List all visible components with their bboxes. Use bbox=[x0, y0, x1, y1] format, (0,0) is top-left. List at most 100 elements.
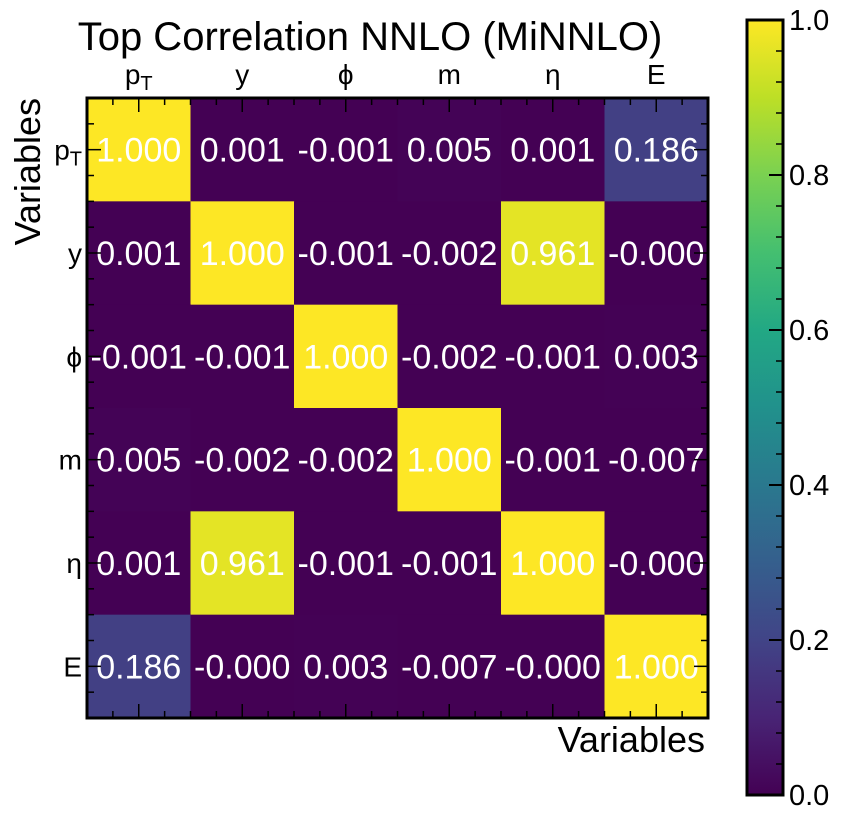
heatmap-cell bbox=[294, 408, 398, 512]
cell-value-label: -0.000 bbox=[608, 545, 704, 583]
cell-value-label: -0.002 bbox=[401, 338, 497, 376]
heatmap-cell bbox=[294, 614, 398, 719]
cell-value-label: -0.007 bbox=[401, 648, 497, 686]
heatmap-cell bbox=[604, 304, 709, 409]
x-tick-label: ϕ bbox=[338, 59, 354, 90]
heatmap-cell bbox=[501, 408, 605, 512]
cell-value-label: 0.001 bbox=[96, 235, 181, 273]
heatmap-cells bbox=[87, 98, 709, 719]
cell-value-label: 1.000 bbox=[96, 132, 181, 170]
y-tick-label: m bbox=[59, 445, 82, 476]
cell-value-label: -0.002 bbox=[194, 442, 290, 480]
colorbar-tick-label: 1.0 bbox=[789, 5, 829, 37]
cell-value-label: 1.000 bbox=[614, 648, 699, 686]
heatmap-cell bbox=[190, 614, 295, 719]
cell-value-label: -0.001 bbox=[505, 442, 601, 480]
y-tick-label: E bbox=[63, 651, 82, 682]
heatmap-cell bbox=[87, 511, 191, 616]
cell-value-label: -0.001 bbox=[298, 545, 394, 583]
cell-value-label: 0.001 bbox=[200, 132, 285, 170]
heatmap-cell bbox=[397, 304, 502, 409]
heatmap-cell bbox=[397, 408, 502, 512]
y-tick-label: y bbox=[68, 238, 82, 269]
heatmap-cell bbox=[190, 408, 295, 512]
cell-value-label: -0.007 bbox=[608, 442, 704, 480]
heatmap-cell bbox=[190, 98, 295, 202]
cell-value-label: -0.002 bbox=[298, 442, 394, 480]
cell-value-label: 0.001 bbox=[96, 545, 181, 583]
heatmap-cell bbox=[190, 201, 295, 306]
x-tick-label: E bbox=[647, 59, 666, 90]
heatmap-cell bbox=[604, 201, 709, 306]
cell-value-label: -0.000 bbox=[608, 235, 704, 273]
y-tick-labels: pT y ϕ m η E bbox=[54, 135, 82, 683]
cell-value-label: -0.001 bbox=[91, 338, 187, 376]
heatmap-cell bbox=[397, 614, 502, 719]
cell-value-label: 1.000 bbox=[200, 235, 285, 273]
heatmap-cell bbox=[501, 98, 605, 202]
x-tick-label: pT bbox=[125, 59, 153, 95]
heatmap-cell bbox=[397, 201, 502, 306]
y-tick-label: η bbox=[66, 548, 82, 579]
heatmap-cell bbox=[604, 614, 709, 719]
heatmap-cell bbox=[501, 614, 605, 719]
colorbar-tick-label: 0.2 bbox=[789, 625, 829, 657]
y-tick-label: ϕ bbox=[66, 341, 82, 372]
y-axis-title: Variables bbox=[7, 98, 48, 245]
x-axis-title: Variables bbox=[558, 719, 705, 760]
heatmap-cell bbox=[294, 98, 398, 202]
cell-value-label: -0.001 bbox=[194, 338, 290, 376]
y-tick-label: pT bbox=[54, 135, 82, 171]
heatmap-cell bbox=[501, 201, 605, 306]
heatmap-cell bbox=[294, 511, 398, 616]
colorbar-tick-label: 0.6 bbox=[789, 315, 829, 347]
cell-value-label: 0.001 bbox=[510, 132, 595, 170]
heatmap-cell bbox=[501, 511, 605, 616]
cell-value-label: 0.186 bbox=[96, 648, 181, 686]
cell-value-label: -0.000 bbox=[505, 648, 601, 686]
cell-value-label: -0.001 bbox=[401, 545, 497, 583]
heatmap-cell bbox=[501, 304, 605, 409]
heatmap-cell bbox=[294, 304, 398, 409]
plot-frame bbox=[85, 96, 710, 720]
x-tick-label: m bbox=[438, 59, 461, 90]
heatmap-cell-labels: 1.000 0.001 -0.001 0.005 0.001 0.186 0.001 1.00… bbox=[91, 132, 705, 687]
cell-value-label: -0.000 bbox=[194, 648, 290, 686]
heatmap-cell bbox=[397, 511, 502, 616]
heatmap-cell bbox=[190, 511, 295, 616]
cell-value-label: -0.001 bbox=[298, 132, 394, 170]
cell-value-label: -0.001 bbox=[298, 235, 394, 273]
chart-title: Top Correlation NNLO (MiNNLO) bbox=[78, 15, 663, 59]
colorbar bbox=[745, 18, 785, 797]
heatmap-cell bbox=[604, 408, 709, 512]
cell-value-label: 0.186 bbox=[614, 132, 699, 170]
cell-value-label: 0.003 bbox=[614, 338, 699, 376]
colorbar-tick-label: 0.8 bbox=[789, 160, 829, 192]
heatmap-cell bbox=[87, 304, 191, 409]
x-tick-label: y bbox=[235, 59, 249, 90]
cell-value-label: -0.002 bbox=[401, 235, 497, 273]
cell-value-label: 0.961 bbox=[200, 545, 285, 583]
heatmap-cell bbox=[190, 304, 295, 409]
cell-value-label: 0.003 bbox=[303, 648, 388, 686]
cell-value-label: 1.000 bbox=[510, 545, 595, 583]
colorbar-tick-label: 0.4 bbox=[789, 470, 829, 502]
cell-value-label: -0.001 bbox=[505, 338, 601, 376]
heatmap-cell bbox=[604, 98, 709, 202]
heatmap-cell bbox=[87, 98, 191, 202]
heatmap-cell bbox=[87, 201, 191, 306]
heatmap-cell bbox=[87, 614, 191, 719]
cell-value-label: 0.005 bbox=[407, 132, 492, 170]
cell-value-label: 0.961 bbox=[510, 235, 595, 273]
x-tick-labels: pT y ϕ m η E bbox=[125, 59, 666, 95]
heatmap-cell bbox=[294, 201, 398, 306]
heatmap-cell bbox=[397, 98, 502, 202]
cell-value-label: 1.000 bbox=[303, 338, 388, 376]
cell-value-label: 0.005 bbox=[96, 442, 181, 480]
x-tick-label: η bbox=[545, 59, 561, 90]
cell-value-label: 1.000 bbox=[407, 442, 492, 480]
colorbar-tick-label: 0.0 bbox=[789, 780, 829, 812]
heatmap-cell bbox=[87, 408, 191, 512]
heatmap-cell bbox=[604, 511, 709, 616]
